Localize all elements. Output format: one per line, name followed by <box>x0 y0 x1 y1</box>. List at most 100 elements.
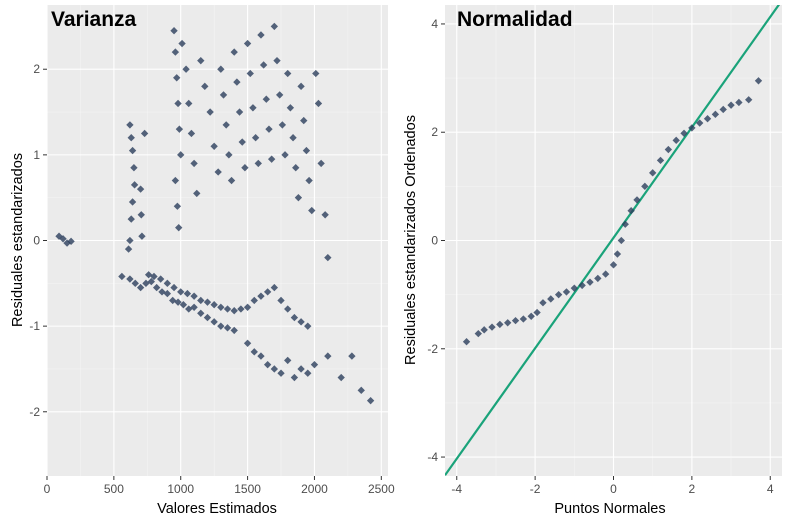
data-point <box>474 329 482 338</box>
data-point <box>262 95 270 103</box>
data-point <box>251 134 260 142</box>
data-point <box>128 146 137 155</box>
data-point <box>183 289 192 298</box>
data-point <box>727 101 735 109</box>
data-point <box>286 104 295 112</box>
data-point <box>277 296 285 305</box>
data-point <box>263 360 272 369</box>
data-point <box>324 352 332 360</box>
y-tick-label: 0 <box>431 234 438 248</box>
data-point <box>249 104 257 112</box>
data-point <box>206 108 214 116</box>
data-point <box>257 352 265 360</box>
data-point <box>711 110 720 119</box>
data-point <box>337 373 345 382</box>
data-point <box>241 164 249 172</box>
data-point <box>627 207 635 215</box>
y-tick-label: 0 <box>33 234 40 248</box>
data-point <box>235 108 244 116</box>
x-ticks: 0 500 1000 1500 2000 2500 <box>44 476 395 496</box>
y-axis-label: Residuales estandarizados <box>10 153 26 327</box>
data-point <box>254 159 262 168</box>
data-point <box>617 236 626 245</box>
chart-title: Varianza <box>51 8 137 31</box>
data-point <box>539 299 547 307</box>
data-point <box>156 275 165 283</box>
data-point <box>519 315 528 323</box>
y-axis-label: Residuales estandarizados Ordenados <box>403 115 419 365</box>
data-point <box>277 369 285 377</box>
data-point <box>321 211 329 219</box>
data-point <box>163 289 172 298</box>
data-point <box>203 298 212 306</box>
data-point <box>633 196 641 204</box>
data-point <box>190 303 198 311</box>
data-point <box>570 284 578 292</box>
data-point <box>302 146 311 155</box>
data-point <box>297 82 305 91</box>
data-point <box>131 279 139 287</box>
data-point <box>222 121 230 129</box>
data-point <box>649 169 657 177</box>
data-point <box>118 272 126 281</box>
data-point <box>163 279 172 287</box>
x-tick-label: 1000 <box>167 482 194 496</box>
data-point <box>297 318 305 326</box>
data-point <box>305 176 313 185</box>
data-point <box>664 145 673 154</box>
data-point <box>594 274 602 283</box>
data-point <box>613 250 622 258</box>
data-point <box>185 99 193 108</box>
x-tick-label: 1500 <box>234 482 261 496</box>
y-ticks: -4 -2 0 2 4 <box>427 17 445 464</box>
data-point <box>533 308 541 317</box>
x-tick-label: 2 <box>689 482 696 496</box>
x-tick-label: 2500 <box>368 482 395 496</box>
data-point <box>128 198 137 206</box>
data-point <box>366 396 375 405</box>
y-tick-label: -2 <box>29 405 40 419</box>
x-tick-label: 2000 <box>301 482 328 496</box>
data-point <box>227 176 236 185</box>
data-point <box>150 272 158 281</box>
data-point <box>243 303 252 311</box>
y-tick-label: -1 <box>29 319 40 333</box>
data-point <box>152 283 161 292</box>
chart-title: Normalidad <box>457 8 573 31</box>
data-point <box>178 39 186 48</box>
data-point <box>140 129 149 138</box>
data-point <box>488 323 496 331</box>
data-point <box>511 316 520 325</box>
data-point <box>67 237 75 246</box>
data-point <box>219 91 228 99</box>
data-point <box>719 105 727 114</box>
data-point <box>126 236 134 245</box>
data-point <box>190 159 198 168</box>
reference-line <box>445 5 781 476</box>
data-point <box>257 31 265 39</box>
data-point <box>223 324 232 332</box>
data-point <box>210 301 218 309</box>
data-point <box>126 121 134 129</box>
data-point <box>578 281 586 290</box>
data-point <box>554 290 563 299</box>
data-point <box>130 181 139 189</box>
data-point <box>480 326 488 334</box>
data-point <box>127 134 135 142</box>
y-ticks: -2 -1 0 1 2 <box>29 62 47 419</box>
data-point <box>197 56 205 65</box>
data-point <box>462 338 471 346</box>
data-point <box>138 232 146 240</box>
x-axis-label: Puntos Normales <box>554 501 665 517</box>
x-tick-label: 4 <box>767 482 774 496</box>
data-point <box>179 301 188 309</box>
data-point <box>348 352 356 360</box>
data-point <box>284 356 292 365</box>
data-point <box>527 312 535 320</box>
data-point <box>278 121 287 129</box>
data-point <box>609 261 618 269</box>
data-point <box>217 65 225 73</box>
gridlines <box>445 5 782 476</box>
data-point <box>672 136 680 145</box>
data-point <box>621 220 629 228</box>
